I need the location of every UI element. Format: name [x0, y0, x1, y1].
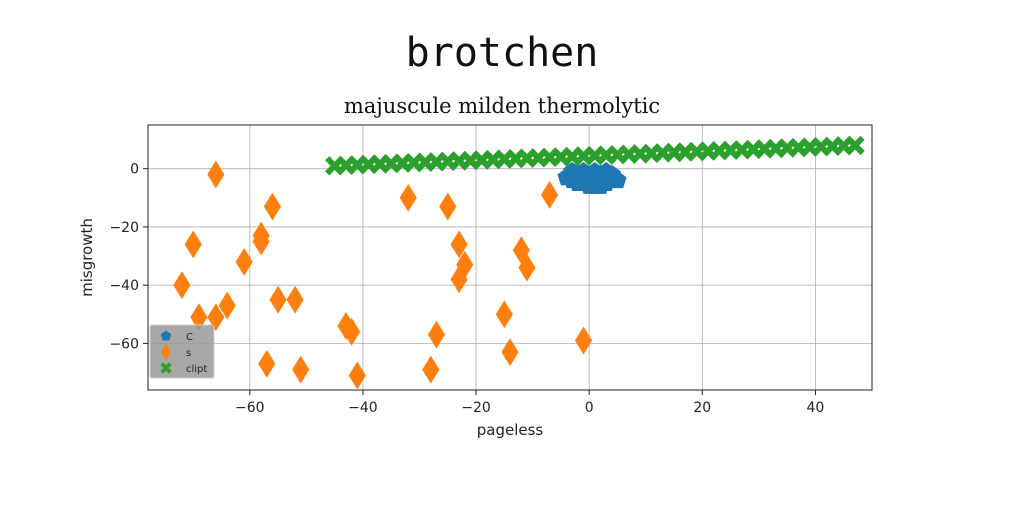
- x-axis-label: pageless: [477, 421, 544, 439]
- point-c: [568, 173, 587, 191]
- x-tick-label: −60: [235, 400, 265, 416]
- point-s: [292, 355, 310, 384]
- legend-marker-s: [161, 343, 171, 361]
- legend-marker-clipt: [160, 362, 172, 374]
- y-tick-label: −60: [109, 336, 139, 352]
- point-s: [269, 285, 287, 314]
- point-s: [450, 230, 468, 259]
- legend-label-clipt: clipt: [186, 364, 207, 375]
- legend-label-s: s: [186, 348, 191, 359]
- point-s: [235, 247, 253, 276]
- point-s: [422, 355, 440, 384]
- point-s: [399, 183, 417, 212]
- point-clipt: [845, 135, 865, 156]
- chart-title: brotchen: [405, 30, 599, 76]
- point-s: [207, 160, 225, 189]
- point-s: [348, 361, 366, 390]
- point-s: [450, 265, 468, 294]
- point-s: [501, 338, 519, 367]
- x-tick-label: 0: [585, 400, 594, 416]
- point-s: [207, 303, 225, 332]
- y-tick-label: −40: [109, 278, 139, 294]
- point-s: [286, 285, 304, 314]
- x-tick-label: 20: [693, 400, 711, 416]
- point-s: [541, 180, 559, 209]
- plot-frame: [147, 124, 873, 391]
- point-s: [218, 291, 236, 320]
- point-s: [439, 192, 457, 221]
- x-tick-label: 40: [807, 400, 825, 416]
- point-s: [258, 349, 276, 378]
- y-axis-label: misgrowth: [78, 218, 96, 297]
- legend-label-c: C: [186, 332, 193, 343]
- point-s: [518, 253, 536, 282]
- point-s: [427, 320, 446, 349]
- point-s: [574, 326, 593, 355]
- y-tick-label: −20: [109, 220, 139, 236]
- point-s: [343, 317, 361, 346]
- point-s: [263, 192, 282, 221]
- point-s: [184, 230, 202, 259]
- point-s: [252, 227, 270, 256]
- point-s: [173, 271, 191, 300]
- axis-ticks: −60 −40 −20 0 20 40 0 −20 −40 −60: [109, 162, 824, 416]
- data-marks: [173, 135, 865, 390]
- point-s: [495, 300, 513, 329]
- chart-subtitle: majuscule milden thermolytic: [343, 94, 661, 118]
- legend: Cs clipt: [149, 324, 215, 379]
- y-tick-label: 0: [130, 162, 139, 178]
- point-c: [602, 164, 621, 183]
- legend-marker-c: [160, 330, 172, 341]
- x-tick-label: −40: [348, 400, 378, 416]
- x-tick-label: −20: [461, 400, 491, 416]
